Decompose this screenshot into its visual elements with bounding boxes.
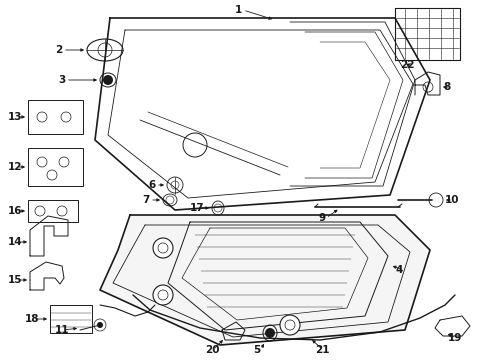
Circle shape [265,328,275,338]
Text: 8: 8 [443,82,450,92]
Polygon shape [95,18,430,210]
Circle shape [280,315,300,335]
Text: 4: 4 [395,265,402,275]
Circle shape [153,285,173,305]
Bar [28,200,78,222]
Text: 1: 1 [235,5,242,15]
Polygon shape [100,215,430,345]
Text: 13: 13 [8,112,23,122]
Text: 16: 16 [8,206,23,216]
Text: 20: 20 [205,345,220,355]
Text: 21: 21 [315,345,329,355]
Text: 11: 11 [55,325,70,335]
Text: 19: 19 [448,333,463,343]
Text: 17: 17 [190,203,205,213]
Text: 10: 10 [445,195,460,205]
Circle shape [103,75,113,85]
Text: 7: 7 [142,195,149,205]
Text: 15: 15 [8,275,23,285]
Text: 3: 3 [58,75,65,85]
Bar [50,305,92,333]
Bar [28,148,83,186]
Text: 6: 6 [148,180,155,190]
Text: 22: 22 [400,60,415,70]
Text: 12: 12 [8,162,23,172]
Text: 14: 14 [8,237,23,247]
Text: 18: 18 [25,314,40,324]
Text: 9: 9 [318,213,325,223]
Bar [28,100,83,134]
Circle shape [97,322,103,328]
Text: 2: 2 [55,45,62,55]
Text: 5: 5 [253,345,260,355]
Circle shape [153,238,173,258]
